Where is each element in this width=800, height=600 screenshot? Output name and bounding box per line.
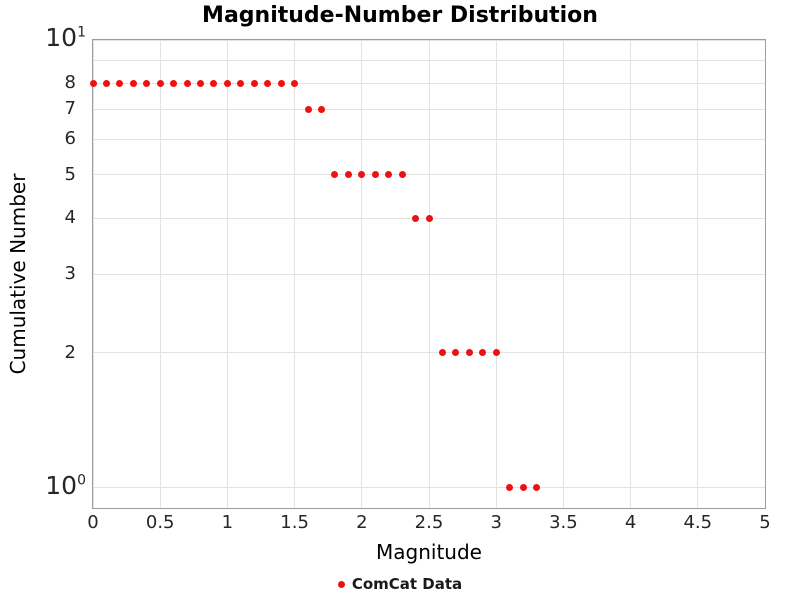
data-point <box>425 214 433 222</box>
data-point <box>102 79 110 87</box>
data-point <box>317 105 325 113</box>
data-point <box>304 105 312 113</box>
legend: ComCat Data <box>0 575 800 593</box>
y-major-tick-label: 101 <box>45 23 86 52</box>
legend-label: ComCat Data <box>351 575 463 593</box>
gridline-horizontal <box>93 487 765 489</box>
x-tick-label: 0 <box>87 512 99 533</box>
y-tick-label: 5 <box>64 163 76 185</box>
data-point <box>237 79 245 87</box>
data-point <box>385 171 393 179</box>
data-point <box>143 79 151 87</box>
data-point <box>344 171 352 179</box>
data-point <box>358 171 366 179</box>
data-point <box>398 171 406 179</box>
data-point <box>371 171 379 179</box>
x-tick-label: 4.5 <box>683 512 713 533</box>
x-tick-label: 1.5 <box>280 512 309 533</box>
data-point <box>89 79 97 87</box>
x-tick-label: 1 <box>221 512 234 533</box>
data-point <box>156 79 164 87</box>
x-tick-label: 2 <box>356 512 368 533</box>
x-tick-label: 4 <box>624 512 637 533</box>
data-point <box>277 79 285 87</box>
gridline-horizontal <box>93 82 765 84</box>
data-point <box>412 214 420 222</box>
data-point <box>506 484 514 492</box>
gridline-horizontal <box>93 352 765 354</box>
x-tick-label: 5 <box>759 512 771 533</box>
gridline-horizontal <box>93 39 765 41</box>
data-point <box>479 349 487 357</box>
data-point <box>492 349 500 357</box>
data-point <box>223 79 231 87</box>
data-point <box>170 79 178 87</box>
y-tick-label: 6 <box>64 128 76 150</box>
data-point <box>291 79 299 87</box>
y-major-tick-label: 100 <box>45 470 86 500</box>
gridline-horizontal <box>93 108 765 110</box>
data-point <box>129 79 137 87</box>
y-tick-label: 8 <box>64 72 76 94</box>
y-tick-label: 2 <box>64 341 76 363</box>
data-point <box>250 79 258 87</box>
data-point <box>452 349 460 357</box>
y-tick-label: 3 <box>64 263 76 284</box>
data-point <box>116 79 124 87</box>
x-axis-title: Magnitude <box>376 540 482 564</box>
gridline-horizontal <box>93 273 765 275</box>
gridline-horizontal <box>93 59 765 61</box>
data-point <box>183 79 191 87</box>
data-point <box>264 79 272 87</box>
y-tick-label: 7 <box>64 98 76 120</box>
legend-marker-icon <box>337 580 345 588</box>
gridline-horizontal <box>93 174 765 176</box>
data-point <box>519 484 527 492</box>
data-point <box>197 79 205 87</box>
x-tick-label: 3.5 <box>549 512 578 533</box>
gridline-horizontal <box>93 138 765 140</box>
x-tick-label: 0.5 <box>145 512 175 533</box>
data-point <box>465 349 473 357</box>
x-tick-label: 3 <box>490 512 502 533</box>
data-point <box>438 349 446 357</box>
data-point <box>533 484 541 492</box>
x-tick-label: 2.5 <box>414 512 444 533</box>
y-tick-label: 4 <box>64 207 76 229</box>
data-point <box>210 79 218 87</box>
chart-title: Magnitude-Number Distribution <box>202 3 598 28</box>
data-point <box>331 171 339 179</box>
plot-area <box>89 39 766 509</box>
